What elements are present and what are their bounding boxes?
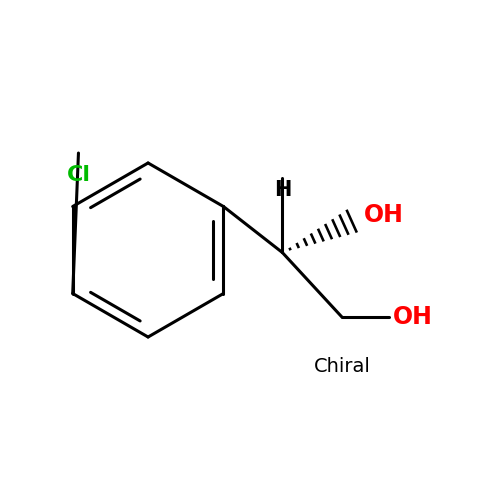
Text: OH: OH [393, 305, 433, 329]
Text: Chiral: Chiral [314, 358, 370, 376]
Text: OH: OH [364, 203, 404, 227]
Text: H: H [274, 180, 291, 201]
Text: Cl: Cl [66, 166, 90, 186]
